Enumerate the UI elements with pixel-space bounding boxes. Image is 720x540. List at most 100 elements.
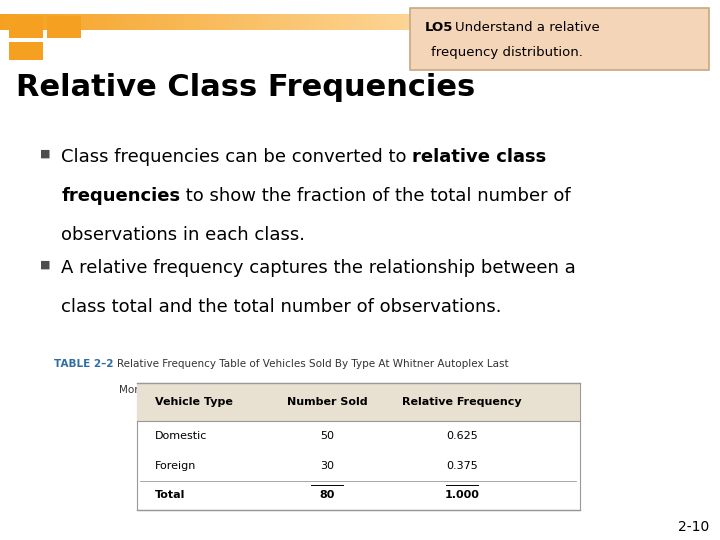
Bar [402, 14, 405, 30]
Bar [292, 14, 294, 30]
Bar [22, 14, 24, 30]
Bar [4, 14, 6, 30]
Bar [390, 14, 391, 30]
Bar [459, 14, 461, 30]
Bar [96, 14, 97, 30]
Bar [483, 14, 485, 30]
Bar [176, 14, 178, 30]
Bar [97, 14, 99, 30]
Bar [539, 14, 541, 30]
Text: Relative Class Frequencies: Relative Class Frequencies [16, 73, 475, 102]
Bar [127, 14, 129, 30]
Text: 2-10: 2-10 [678, 519, 709, 534]
Text: A relative frequency captures the relationship between a: A relative frequency captures the relati… [61, 259, 576, 277]
Bar [380, 14, 382, 30]
Text: Number Sold: Number Sold [287, 397, 367, 408]
Bar [442, 14, 444, 30]
Bar [297, 14, 300, 30]
Bar [537, 14, 539, 30]
Bar [438, 14, 440, 30]
Bar [47, 14, 49, 30]
Text: to show the fraction of the total number of: to show the fraction of the total number… [180, 187, 571, 205]
Bar [247, 14, 249, 30]
Bar [333, 14, 335, 30]
Bar [405, 14, 406, 30]
Bar [240, 14, 241, 30]
Text: Domestic: Domestic [155, 431, 207, 441]
Text: 1.000: 1.000 [445, 490, 480, 501]
Bar [187, 14, 189, 30]
Bar [91, 14, 94, 30]
Bar [371, 14, 372, 30]
Text: 50: 50 [320, 431, 334, 441]
Bar [288, 14, 290, 30]
Bar [243, 14, 246, 30]
Bar [191, 14, 193, 30]
Bar [268, 14, 269, 30]
Bar [144, 14, 146, 30]
Bar [382, 14, 384, 30]
Bar [543, 14, 545, 30]
Bar [37, 14, 40, 30]
Bar [490, 14, 492, 30]
Bar [384, 14, 386, 30]
Bar [34, 14, 35, 30]
Bar [68, 14, 69, 30]
Bar [230, 14, 232, 30]
Bar [453, 14, 455, 30]
Bar [358, 14, 359, 30]
Bar [406, 14, 408, 30]
Bar [202, 14, 204, 30]
Bar [328, 14, 330, 30]
Bar [470, 14, 472, 30]
Bar [174, 14, 176, 30]
Bar [449, 14, 451, 30]
Bar [129, 14, 131, 30]
Bar [444, 14, 446, 30]
Bar [32, 14, 34, 30]
Bar [395, 14, 397, 30]
Bar [166, 14, 168, 30]
Bar [356, 14, 358, 30]
Bar [556, 14, 558, 30]
Bar [13, 14, 15, 30]
Bar [524, 14, 526, 30]
Bar [101, 14, 103, 30]
Bar [35, 14, 37, 30]
Bar [275, 14, 277, 30]
Bar [462, 14, 464, 30]
Bar [210, 14, 212, 30]
Bar [511, 14, 513, 30]
Bar [122, 14, 124, 30]
Bar [365, 14, 367, 30]
Bar [309, 14, 311, 30]
Bar [554, 14, 556, 30]
Bar [492, 14, 494, 30]
Bar [181, 14, 184, 30]
Bar [75, 14, 77, 30]
Bar [305, 14, 307, 30]
Bar [455, 14, 456, 30]
Text: Relative Frequency Table of Vehicles Sold By Type At Whitner Autoplex Last: Relative Frequency Table of Vehicles Sol… [117, 359, 509, 369]
Text: 0.625: 0.625 [446, 431, 478, 441]
Bar [502, 14, 503, 30]
Bar [284, 14, 287, 30]
Bar [494, 14, 496, 30]
Bar [131, 14, 133, 30]
Bar [466, 14, 468, 30]
Bar [359, 14, 361, 30]
Bar [269, 14, 271, 30]
Bar [165, 14, 166, 30]
FancyBboxPatch shape [410, 8, 709, 70]
Bar [446, 14, 447, 30]
Bar [28, 14, 30, 30]
Bar [62, 14, 63, 30]
Bar [421, 14, 423, 30]
Bar [447, 14, 449, 30]
Bar [391, 14, 393, 30]
Bar [431, 14, 433, 30]
Bar [249, 14, 251, 30]
Bar [522, 14, 524, 30]
Bar [344, 14, 346, 30]
Text: Relative Frequency: Relative Frequency [402, 397, 522, 408]
